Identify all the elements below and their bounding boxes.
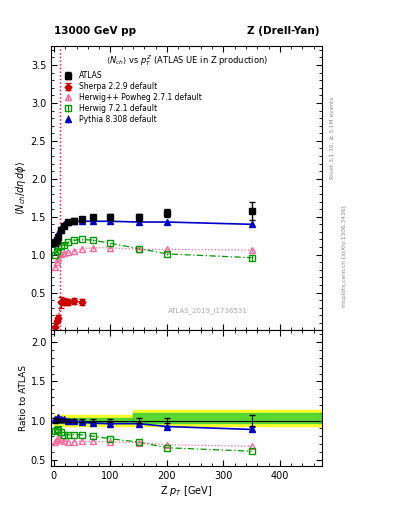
Text: mcplots.cern.ch [arXiv:1306.3436]: mcplots.cern.ch [arXiv:1306.3436] (342, 205, 347, 307)
Y-axis label: $\langle N_{ch}/d\eta\, d\phi\rangle$: $\langle N_{ch}/d\eta\, d\phi\rangle$ (14, 161, 28, 216)
Y-axis label: Ratio to ATLAS: Ratio to ATLAS (19, 365, 28, 431)
Text: 13000 GeV pp: 13000 GeV pp (54, 26, 136, 36)
Text: Z (Drell-Yan): Z (Drell-Yan) (247, 26, 320, 36)
Text: $\langle N_{ch}\rangle$ vs $p_T^Z$ (ATLAS UE in Z production): $\langle N_{ch}\rangle$ vs $p_T^Z$ (ATLA… (106, 53, 268, 68)
X-axis label: Z $p_T$ [GeV]: Z $p_T$ [GeV] (160, 483, 213, 498)
Legend: ATLAS, Sherpa 2.2.9 default, Herwig++ Powheg 2.7.1 default, Herwig 7.2.1 default: ATLAS, Sherpa 2.2.9 default, Herwig++ Po… (58, 70, 204, 125)
Text: ATLAS_2019_I1736531: ATLAS_2019_I1736531 (169, 307, 248, 314)
Text: Rivet 3.1.10, ≥ 3.1M events: Rivet 3.1.10, ≥ 3.1M events (329, 97, 334, 179)
